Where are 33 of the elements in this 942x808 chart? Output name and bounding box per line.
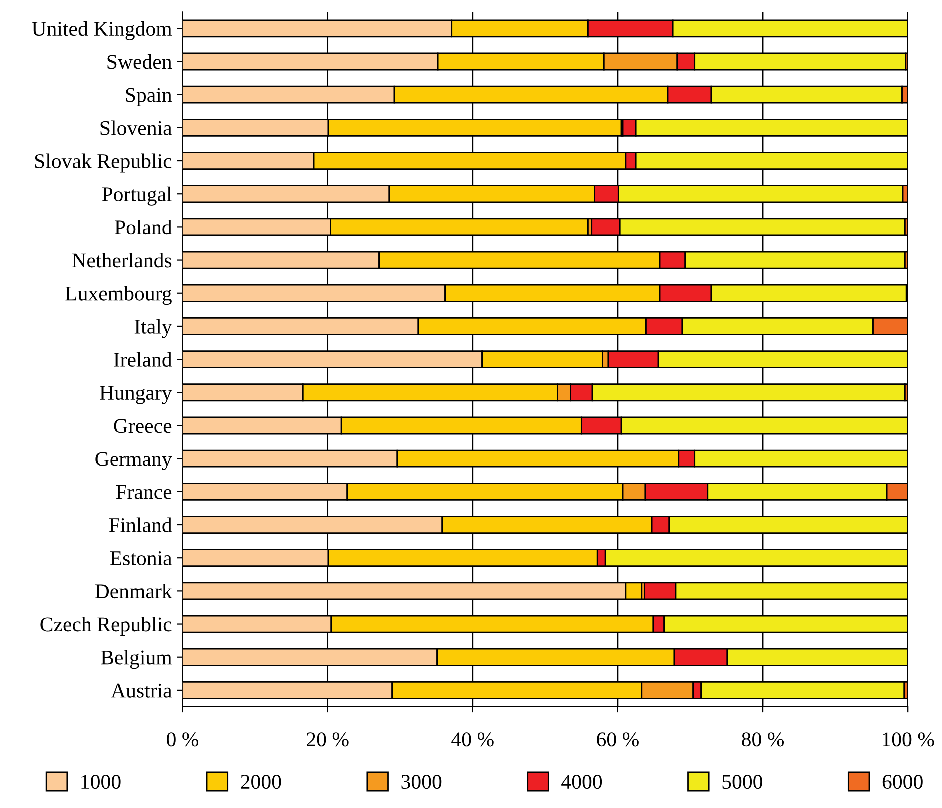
y-tick-label: France bbox=[116, 486, 172, 500]
y-tick-label: Czech Republic bbox=[40, 617, 172, 636]
x-tick-label: 100 % bbox=[883, 732, 934, 747]
y-tick-label: Denmark bbox=[95, 584, 172, 599]
y-tick-label: Estonia bbox=[110, 552, 172, 566]
y-tick-label: Luxembourg bbox=[66, 286, 172, 306]
x-tick-label: 80 % bbox=[742, 732, 784, 747]
legend-label: 1000 bbox=[82, 775, 121, 790]
legend-label: 6000 bbox=[882, 775, 923, 790]
y-tick-label: United Kingdom bbox=[32, 21, 172, 40]
y-tick-label: Hungary bbox=[100, 386, 172, 404]
legend-label: 5000 bbox=[722, 775, 762, 790]
x-tick-label: 60 % bbox=[597, 732, 639, 747]
y-tick-label: Poland bbox=[115, 220, 172, 235]
y-tick-label: Germany bbox=[96, 452, 172, 471]
y-tick-label: Spain bbox=[126, 88, 172, 107]
y-tick-label: Finland bbox=[109, 518, 172, 532]
x-tick-label: 20 % bbox=[307, 732, 349, 747]
legend-label: 2000 bbox=[241, 775, 282, 790]
x-tick-label: 0 % bbox=[167, 732, 199, 747]
y-tick-label: Sweden bbox=[108, 54, 172, 70]
y-tick-label: Austria bbox=[111, 684, 172, 698]
x-tick-label: 40 % bbox=[452, 732, 494, 747]
legend-label: 3000 bbox=[402, 775, 442, 790]
y-tick-label: Portugal bbox=[102, 186, 172, 206]
y-tick-label: Netherlands bbox=[72, 253, 172, 268]
y-tick-label: Slovenia bbox=[100, 120, 172, 136]
y-tick-label: Greece bbox=[114, 419, 172, 434]
y-tick-label: Italy bbox=[134, 319, 172, 338]
y-tick-label: Ireland bbox=[114, 352, 172, 367]
y-tick-label: Slovak Republic bbox=[35, 154, 172, 173]
y-tick-label: Belgium bbox=[101, 650, 172, 670]
legend-label: 4000 bbox=[562, 775, 602, 790]
